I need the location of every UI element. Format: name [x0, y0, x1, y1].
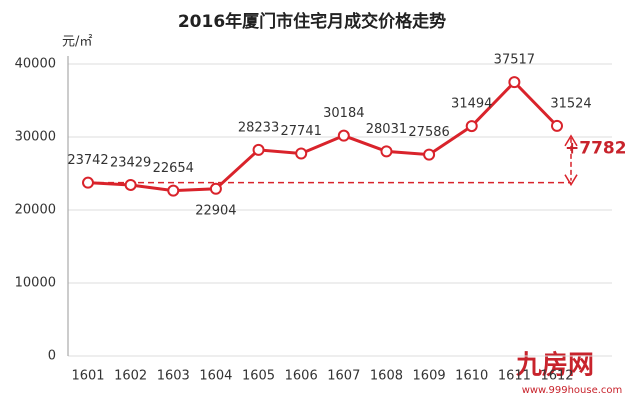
point: [380, 145, 393, 158]
point: [423, 148, 436, 161]
point: [337, 129, 350, 142]
arrow-head: [564, 134, 578, 147]
data-label: 30184: [323, 106, 364, 121]
point: [465, 120, 478, 133]
annotation: +7782: [565, 138, 625, 158]
data-label: 28233: [238, 120, 279, 135]
data-label: 27586: [408, 125, 449, 140]
data-label: 22904: [195, 203, 236, 218]
data-label: 31524: [550, 96, 591, 111]
data-label: 23742: [67, 153, 108, 168]
x-tick-label: 1610: [455, 369, 488, 384]
point: [167, 184, 180, 197]
line: [87, 79, 559, 193]
y-tick-label: 30000: [15, 130, 56, 145]
data-label: 31494: [451, 97, 492, 112]
x-tick-label: 1606: [285, 369, 318, 384]
x-tick-label: 1605: [242, 369, 275, 384]
point: [508, 76, 521, 89]
watermark-url: www.999house.com: [522, 385, 623, 396]
y-tick-label: 40000: [15, 57, 56, 72]
point: [252, 143, 265, 156]
x-tick-label: 1602: [114, 369, 147, 384]
x-tick-label: 1601: [71, 369, 104, 384]
data-label: 27741: [281, 124, 322, 139]
data-label: 23429: [110, 155, 151, 170]
x-tick-label: 1609: [413, 369, 446, 384]
y-tick-label: 0: [48, 349, 56, 364]
x-tick-label: 1607: [327, 369, 360, 384]
y-axis-label: 元/㎡: [62, 35, 92, 50]
arrow-head: [564, 174, 578, 187]
x-tick-label: 1611: [498, 369, 531, 384]
x-tick-label: 1603: [157, 369, 190, 384]
data-label: 28031: [366, 122, 407, 137]
point: [551, 119, 563, 132]
data-label: 37517: [494, 53, 535, 68]
y-tick-label: 10000: [15, 276, 56, 291]
point: [124, 178, 137, 191]
x-tick-label: 1612: [540, 369, 573, 384]
y-tick-label: 20000: [15, 203, 56, 218]
data-label: 22654: [153, 161, 194, 176]
point: [82, 176, 94, 189]
point: [209, 182, 222, 195]
x-tick-label: 1608: [370, 369, 403, 384]
point: [295, 147, 308, 160]
chart-title: 2016年厦门市住宅月成交价格走势: [178, 11, 446, 32]
x-tick-label: 1604: [199, 369, 232, 384]
